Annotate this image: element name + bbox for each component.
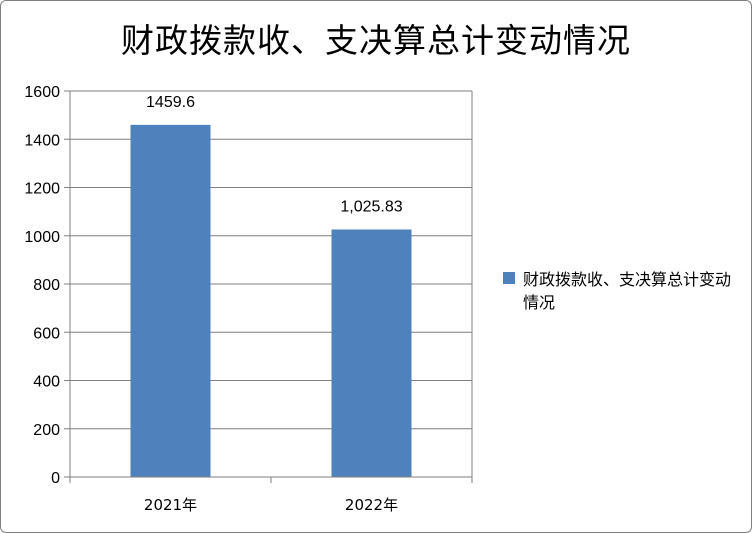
bar	[130, 124, 211, 478]
y-tick-label: 200	[33, 422, 60, 439]
data-label: 1,025.83	[340, 199, 402, 216]
y-tick-label: 600	[33, 325, 60, 342]
legend: 财政拨款收、支决算总计变动情况	[503, 268, 743, 314]
bar	[331, 229, 412, 477]
y-tick-label: 0	[51, 470, 60, 487]
legend-label: 财政拨款收、支决算总计变动情况	[523, 270, 732, 312]
y-tick-label: 1400	[24, 132, 60, 149]
y-tick-label: 1600	[24, 84, 60, 101]
x-category-label: 2021年	[144, 496, 197, 514]
y-tick-label: 400	[33, 374, 60, 391]
data-label: 1459.6	[146, 94, 195, 111]
y-tick-label: 1000	[24, 229, 60, 246]
y-tick-label: 800	[33, 277, 60, 294]
chart-title: 财政拨款收、支决算总计变动情况	[121, 21, 631, 60]
y-tick-label: 1200	[24, 181, 60, 198]
x-category-label: 2022年	[345, 496, 398, 514]
legend-swatch	[503, 272, 515, 284]
